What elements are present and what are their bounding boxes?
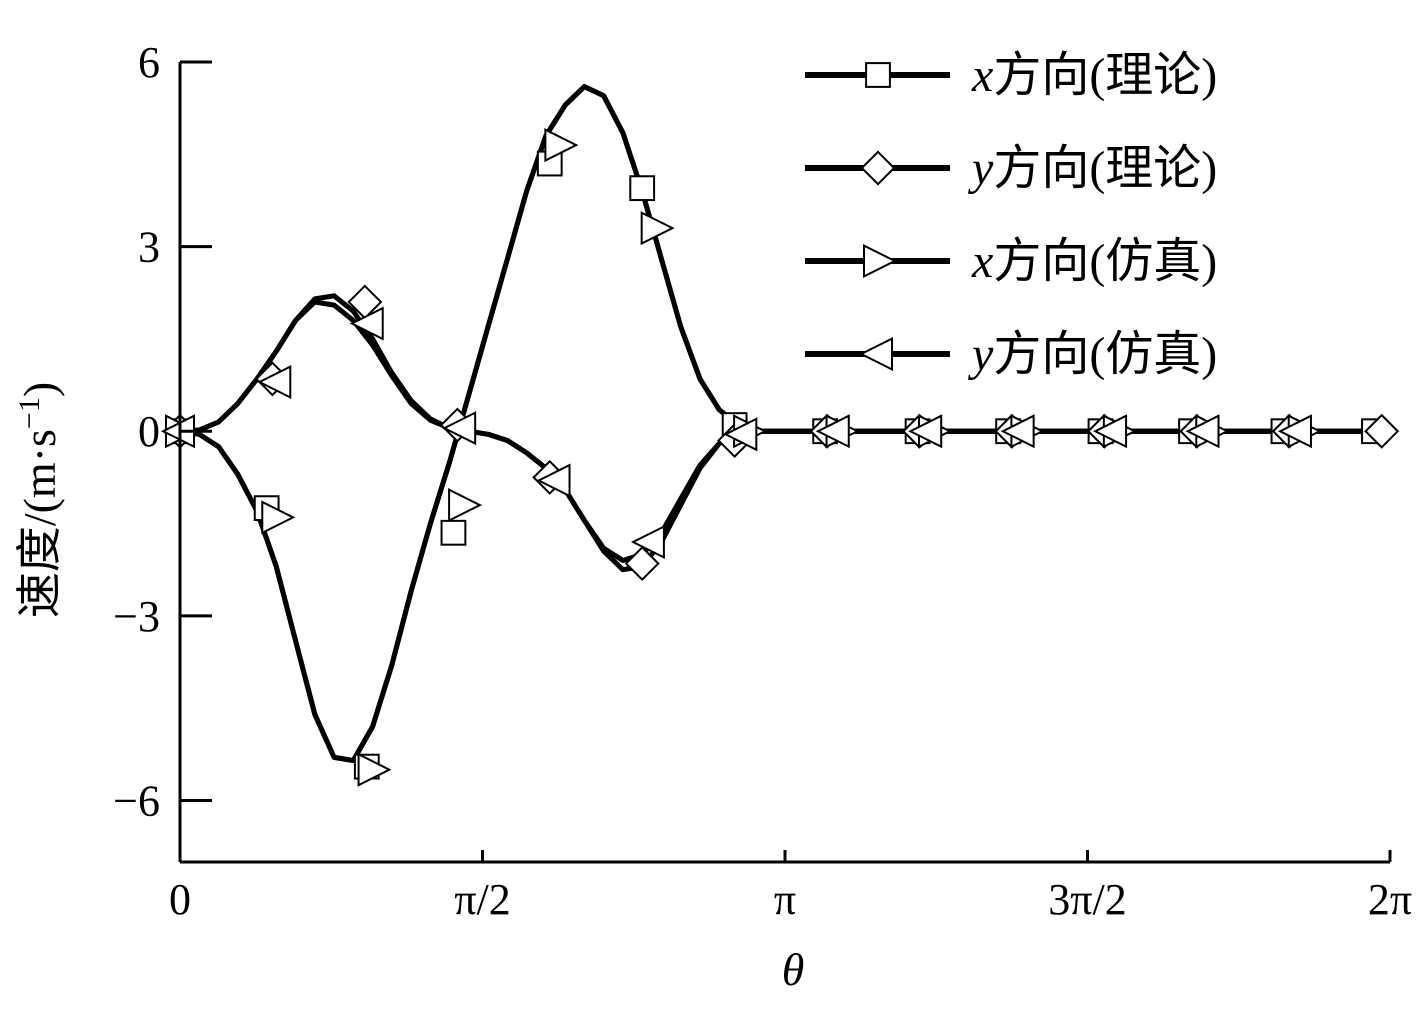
series-4-marker <box>630 524 665 560</box>
series-3-marker <box>640 211 675 246</box>
series-3-marker <box>357 752 392 787</box>
series-4-marker <box>1185 414 1220 449</box>
y-tick-label: 6 <box>138 38 160 87</box>
series-2-marker <box>624 546 660 582</box>
series-4-marker <box>349 306 384 341</box>
series-4-marker <box>442 411 477 446</box>
x-tick-label: 0 <box>169 875 191 924</box>
series-4-marker <box>908 414 943 449</box>
legend-marker <box>865 62 891 88</box>
legend-label: y方向(仿真) <box>967 328 1217 381</box>
legend-marker <box>863 243 898 279</box>
plot-lines <box>179 84 1390 763</box>
y-axis-title: 速度/(m·s−1) <box>13 382 65 618</box>
series-4-marker <box>1093 414 1128 449</box>
x-tick-label: π <box>774 875 796 924</box>
legend-marker <box>860 150 896 186</box>
series-4-marker <box>536 463 571 498</box>
legend-label: x方向(仿真) <box>971 235 1217 288</box>
x-axis-title: θ <box>782 944 805 995</box>
series-line-4 <box>179 299 1390 563</box>
series-4-marker <box>1277 414 1312 449</box>
y-tick-label: 3 <box>138 223 160 272</box>
x-tick-label: 2π <box>1368 875 1412 924</box>
series-1-marker <box>629 175 656 202</box>
y-tick-label: −3 <box>113 592 160 641</box>
legend-label: y方向(理论) <box>967 142 1217 195</box>
x-tick-label: 3π/2 <box>1048 875 1126 924</box>
plot-markers <box>160 128 1400 787</box>
series-4-marker <box>257 364 292 400</box>
y-tick-label: 0 <box>138 407 160 456</box>
legend: x方向(理论) y方向(理论) x方向(仿真) y方向(仿真) <box>805 49 1217 381</box>
legend-label: x方向(理论) <box>971 49 1217 102</box>
legend-marker <box>858 336 893 372</box>
series-line-3 <box>179 84 1390 763</box>
series-3-marker <box>448 488 483 523</box>
series-4-marker <box>1000 414 1035 449</box>
series-3-marker <box>544 128 579 163</box>
series-1-marker <box>440 519 467 546</box>
series-4-marker <box>723 417 758 452</box>
series-2-marker <box>1364 413 1400 449</box>
y-tick-label: −6 <box>113 776 160 825</box>
series-3-marker <box>261 500 296 535</box>
ticks: 0 π/2 π 3π/2 2π 6 3 0 −3 −6 <box>113 38 1412 924</box>
series-4-marker <box>815 414 850 449</box>
x-tick-label: π/2 <box>454 875 510 924</box>
